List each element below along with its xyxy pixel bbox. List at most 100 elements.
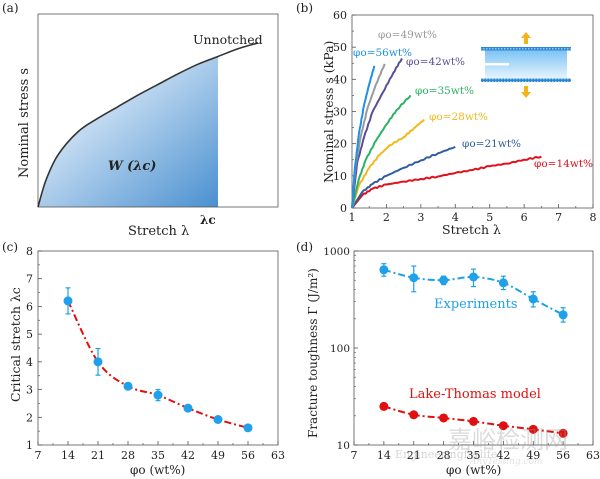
panel-a: (a) Unnotched W (λc) λc Stretch λ Nomina… — [2, 1, 279, 239]
panel-b-series — [351, 57, 542, 209]
y-tick-label: 8 — [26, 245, 33, 258]
series-label: φo=49wt% — [378, 29, 437, 41]
x-tick-label: 3 — [417, 211, 424, 224]
top-clamp — [481, 47, 571, 51]
panel-c-xlabel: φo (wt%) — [130, 463, 185, 477]
data-point — [93, 357, 103, 367]
y-tick-label: 6 — [26, 300, 33, 313]
arrow-down-icon — [521, 86, 531, 98]
data-point — [528, 424, 538, 434]
x-tick-label: 8 — [590, 211, 597, 224]
panel-d-ylabel: Fracture toughness Γ (J/m²) — [306, 268, 320, 438]
x-tick-label: 1 — [349, 211, 356, 224]
y-tick-label: 1000 — [323, 246, 350, 258]
x-tick-label: 35 — [151, 449, 165, 462]
y-tick-label: 4 — [26, 356, 33, 369]
y-tick-label: 1 — [26, 439, 33, 452]
watermark-en2: AnyTesting.com — [469, 457, 543, 467]
panel-c-ylabel: Critical stretch λc — [8, 287, 23, 402]
data-point — [439, 275, 449, 285]
data-point — [153, 390, 163, 400]
data-point — [558, 310, 568, 320]
series-label: φo=35wt% — [415, 85, 474, 97]
y-tick-label: 60 — [333, 9, 347, 22]
x-tick-label: 2 — [383, 211, 390, 224]
work-area-label: W (λc) — [108, 159, 156, 174]
data-point — [528, 294, 538, 304]
x-tick-label: 49 — [526, 449, 540, 462]
panel-d-xlabel: φo (wt%) — [446, 463, 501, 477]
arrow-up-icon — [521, 32, 531, 44]
series-line — [351, 145, 456, 209]
panel-c-points — [63, 287, 253, 433]
y-tick-label: 10 — [337, 440, 350, 452]
data-point — [379, 401, 389, 411]
x-tick-label: 14 — [377, 449, 391, 462]
y-tick-label: 5 — [26, 328, 33, 341]
series-label: φo=56wt% — [353, 47, 412, 59]
watermark: 嘉峪检测网 Engineeringforlife AnyTesting.com — [395, 426, 568, 467]
y-tick-label: 30 — [333, 106, 347, 119]
panel-b-ylabel: Nominal stress s (kPa) — [321, 41, 336, 183]
x-tick-label: 7 — [555, 211, 562, 224]
data-point — [379, 265, 389, 275]
y-tick-label: 10 — [333, 170, 347, 183]
x-tick-label: 63 — [271, 449, 285, 462]
y-tick-label: 3 — [26, 384, 33, 397]
x-tick-label: 21 — [407, 449, 421, 462]
panel-a-frame — [37, 13, 279, 208]
x-tick-label: 56 — [241, 449, 255, 462]
data-point — [409, 410, 419, 420]
panel-d-axes: 7 14 21 28 35 42 49 56 63 10 100 1000 — [323, 246, 600, 462]
y-tick-label: 50 — [333, 41, 347, 54]
panel-b-xlabel: Stretch λ — [442, 222, 501, 237]
data-point — [469, 416, 478, 426]
panel-c-label: (c) — [2, 240, 18, 254]
data-point — [498, 421, 508, 431]
unnotched-curve — [37, 42, 259, 208]
x-tick-label: 21 — [91, 449, 105, 462]
notch — [485, 63, 509, 66]
x-tick-label: 63 — [586, 449, 600, 462]
data-point — [439, 413, 449, 423]
series-label: φo=42wt% — [406, 56, 465, 68]
x-tick-label: 42 — [181, 449, 195, 462]
x-tick-label: 6 — [521, 211, 528, 224]
series-line — [351, 65, 376, 209]
panel-a-xlabel: Stretch λ — [128, 224, 189, 239]
x-tick-label: 28 — [437, 449, 451, 462]
data-point — [63, 296, 73, 306]
series-line — [351, 57, 403, 209]
panel-d: (d) 7 14 21 28 35 42 49 56 63 10 100 1000 Experimen… — [296, 240, 600, 477]
series-label: φo=28wt% — [429, 111, 488, 123]
y-tick-label: 2 — [26, 411, 33, 424]
notched-sample-inset — [481, 32, 571, 98]
panel-b-label: (b) — [296, 1, 313, 15]
x-tick-label: 35 — [467, 449, 481, 462]
x-tick-label: 4 — [452, 211, 459, 224]
panel-d-series — [379, 263, 568, 438]
watermark-cn: 嘉峪检测网 — [448, 426, 568, 454]
series-line — [351, 155, 542, 209]
experiments-label: Experiments — [434, 297, 518, 312]
panel-a-label: (a) — [2, 1, 19, 15]
x-tick-label: 49 — [211, 449, 225, 462]
data-point — [498, 278, 508, 288]
work-area-fill — [38, 56, 218, 208]
x-tick-label: 42 — [496, 449, 510, 462]
y-tick-label: 20 — [333, 138, 347, 151]
panel-a-ylabel: Nominal stress s — [17, 68, 32, 178]
x-tick-label: 7 — [35, 449, 42, 462]
watermark-en: Engineeringforlife — [395, 448, 497, 461]
panel-c-frame — [37, 250, 279, 446]
lambda-c-tick-label: λc — [200, 213, 216, 227]
x-tick-label: 14 — [61, 449, 75, 462]
series-line — [351, 118, 426, 209]
x-tick-label: 56 — [556, 449, 570, 462]
series-label: φo=21wt% — [462, 138, 521, 150]
panel-d-label: (d) — [296, 240, 313, 254]
y-tick-label: 7 — [26, 273, 33, 286]
